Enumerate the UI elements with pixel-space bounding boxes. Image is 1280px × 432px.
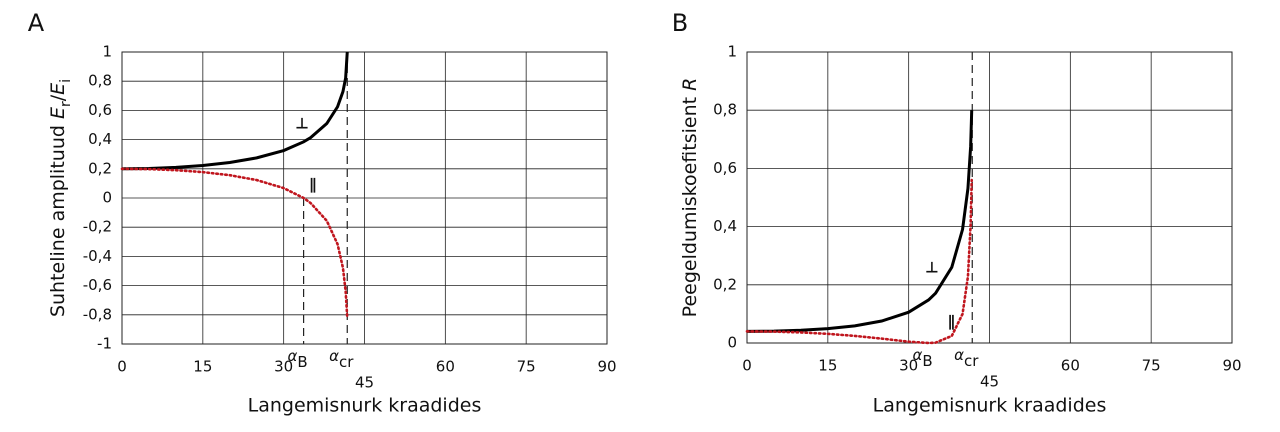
y-tick-label: 0,6 [88, 101, 112, 119]
x-tick-label: 0 [117, 358, 127, 376]
x-tick-label: 90 [1222, 357, 1241, 375]
y-tick-label: 0 [102, 189, 112, 207]
marker-symbol: α [329, 347, 339, 365]
x-tick-label: 30 [274, 358, 293, 376]
x-axis-title: Langemisnurk kraadides [248, 395, 482, 417]
marker-symbol: α [954, 346, 964, 364]
series-line [120, 167, 349, 320]
y-tick-label: 0,4 [713, 217, 737, 235]
series-label: ⊥ [925, 258, 939, 276]
y-axis-title-part: r [58, 101, 74, 107]
marker-sub: cr [339, 353, 354, 371]
y-axis-title-part: E [47, 83, 69, 95]
y-axis-title-part: Suhteline amplituud [47, 119, 69, 317]
y-tick-label: -0,2 [83, 218, 112, 236]
x-axis-title: Langemisnurk kraadides [873, 395, 1107, 417]
marker-label: αB [288, 347, 308, 371]
y-tick-label: 0,4 [88, 130, 112, 148]
x-tick-label: 30 [899, 357, 918, 375]
y-tick-label: -0,4 [83, 247, 112, 265]
plot-frame [121, 51, 608, 345]
y-tick-label: 0,2 [88, 159, 112, 177]
y-tick-label: 0,2 [713, 275, 737, 293]
y-axis-title: Peegeldumiskoefitsient R [679, 78, 701, 318]
y-axis-title: Suhteline amplituud Er/Ei [47, 79, 75, 317]
y-tick-label: -0,6 [83, 276, 112, 294]
x-tick-label: 0 [742, 357, 752, 375]
series-label: ∥ [309, 176, 317, 194]
y-axis-title-part: / [47, 94, 69, 101]
marker-sub: cr [964, 352, 979, 370]
series-line [121, 51, 349, 171]
marker-symbol: α [913, 346, 923, 364]
series-line [746, 110, 974, 333]
x-tick-label: 15 [193, 358, 212, 376]
x-tick-label: 75 [1142, 357, 1161, 375]
marker-label: αB [913, 346, 933, 370]
y-tick-label: -1 [97, 335, 112, 353]
marker-label: αcr [329, 347, 354, 371]
series-label: ⊥ [295, 114, 309, 132]
x-tick-label: 45 [355, 374, 374, 392]
y-tick-label: 1 [102, 43, 112, 61]
y-axis-title-part: Peegeldumiskoefitsient [679, 91, 701, 317]
plot-frame [746, 51, 1233, 344]
y-tick-label: -0,8 [83, 305, 112, 323]
series-label: ∥ [947, 313, 955, 331]
y-tick-label: 0,6 [713, 159, 737, 177]
panel-label: B [672, 9, 688, 37]
x-tick-label: 15 [818, 357, 837, 375]
y-axis-title-part: R [679, 78, 701, 91]
y-tick-label: 0,8 [88, 72, 112, 90]
x-tick-label: 60 [1061, 357, 1080, 375]
x-tick-label: 75 [517, 358, 536, 376]
marker-sub: B [922, 352, 932, 370]
y-tick-label: 1 [727, 43, 737, 61]
panel-label: A [28, 9, 45, 37]
x-tick-label: 60 [436, 358, 455, 376]
x-tick-label: 45 [980, 373, 999, 391]
x-tick-label: 90 [597, 358, 616, 376]
y-tick-label: 0 [727, 334, 737, 352]
y-axis-title-part: E [47, 107, 69, 119]
y-tick-label: 0,8 [713, 101, 737, 119]
marker-label: αcr [954, 346, 979, 370]
marker-sub: B [297, 353, 307, 371]
series-line [745, 178, 974, 345]
y-axis-title-part: i [58, 79, 74, 83]
marker-symbol: α [288, 347, 298, 365]
